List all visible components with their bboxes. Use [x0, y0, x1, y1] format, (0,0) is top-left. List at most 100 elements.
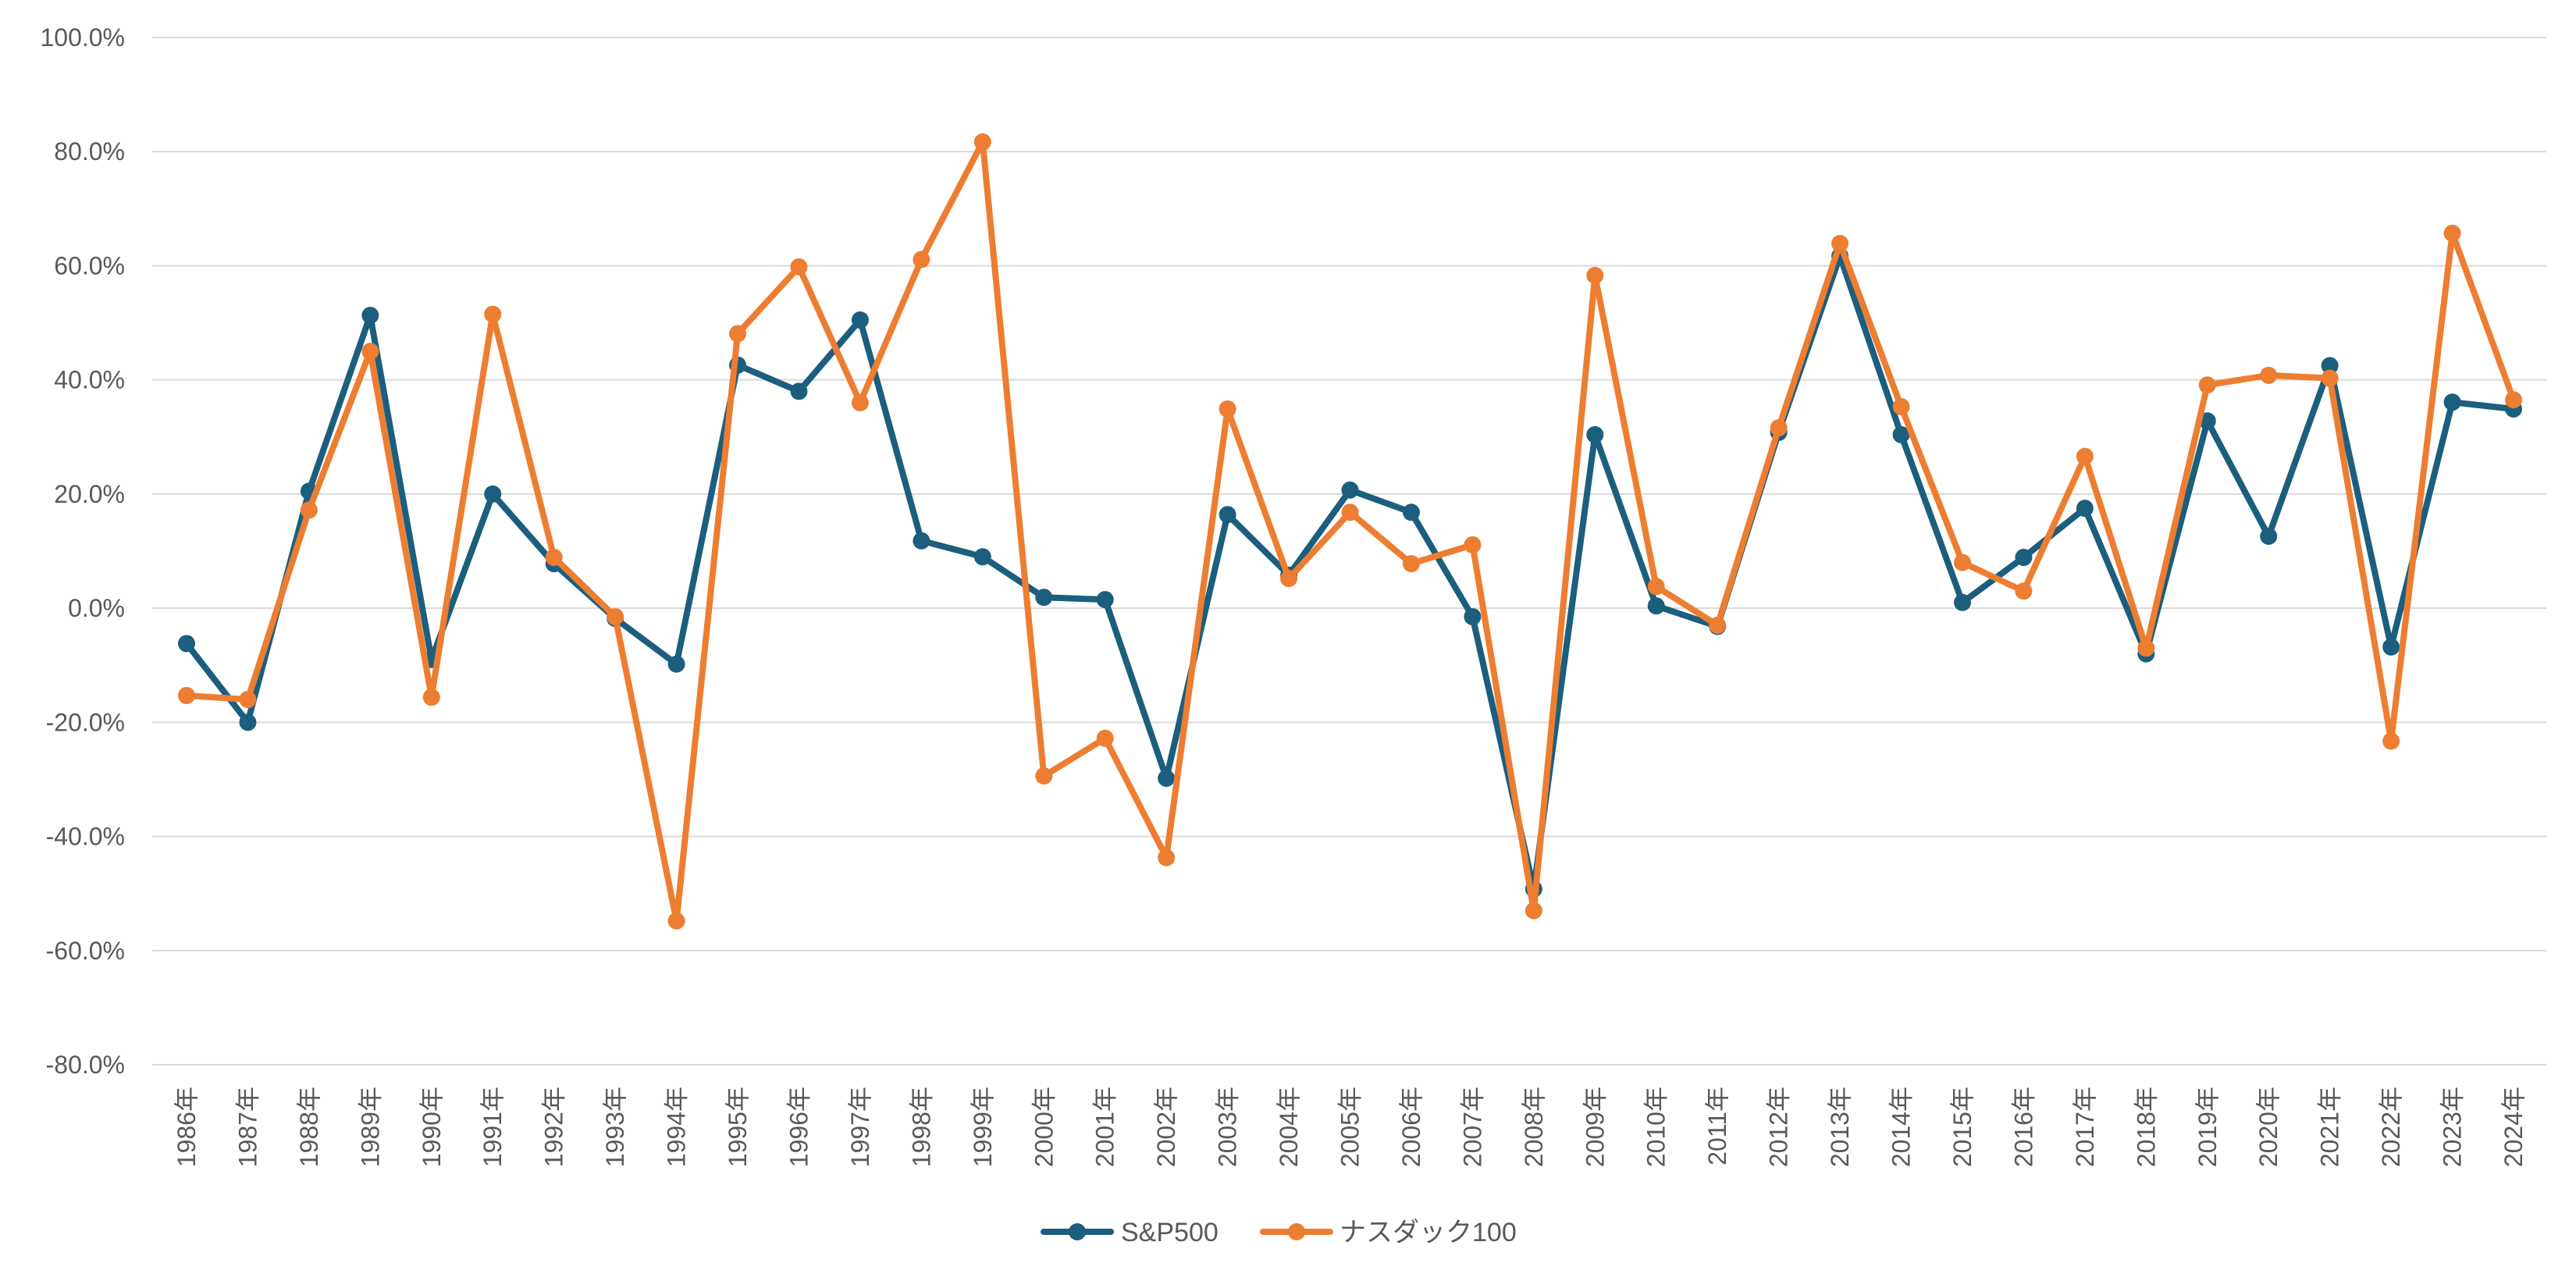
- data-point: [1831, 234, 1849, 252]
- gridlines: [152, 37, 2546, 1066]
- legend-item: ナスダック100: [1260, 1218, 1517, 1247]
- y-tick-label: -80.0%: [46, 1051, 125, 1079]
- data-point: [178, 686, 195, 704]
- x-tick-label: 2009年: [1581, 1087, 1609, 1167]
- x-axis-tick-labels: 1986年 1987年 1988年 1989年 1990年 1991年 1992年 1993年…: [173, 1087, 2528, 1167]
- data-point: [1525, 902, 1542, 920]
- data-point: [2382, 732, 2400, 750]
- data-point: [607, 608, 624, 626]
- data-point: [2443, 224, 2461, 242]
- legend: S&P500 ナスダック100: [1041, 1218, 1517, 1247]
- x-tick-label: 2019年: [2194, 1087, 2222, 1167]
- data-point: [1402, 503, 1420, 521]
- data-point: [1219, 506, 1236, 524]
- x-tick-label: 2003年: [1214, 1087, 1242, 1167]
- data-point: [1219, 400, 1236, 418]
- y-axis-tick-labels: -80.0% -60.0% -40.0% -20.0% 0.0% 20.0% 40.0% 60…: [40, 23, 125, 1079]
- x-tick-label: 2024年: [2500, 1087, 2528, 1167]
- x-tick-label: 1992年: [540, 1087, 568, 1167]
- data-point: [851, 311, 869, 329]
- data-point: [1709, 617, 1727, 635]
- data-point: [913, 251, 930, 269]
- data-point: [973, 133, 991, 151]
- x-tick-label: 2017年: [2071, 1087, 2099, 1167]
- y-tick-label: 0.0%: [68, 594, 125, 622]
- y-tick-label: -40.0%: [46, 823, 125, 851]
- data-point: [1158, 769, 1176, 787]
- x-tick-label: 2002年: [1152, 1087, 1180, 1167]
- data-point: [2076, 500, 2094, 518]
- data-point: [2505, 391, 2522, 409]
- x-tick-label: 2005年: [1336, 1087, 1364, 1167]
- data-point: [913, 532, 930, 550]
- series-line: [183, 138, 2517, 924]
- data-point: [1464, 535, 1482, 553]
- x-tick-label: 2007年: [1458, 1087, 1486, 1167]
- data-point: [1953, 593, 1971, 611]
- data-point: [1464, 608, 1482, 626]
- data-point: [1341, 503, 1359, 521]
- data-point: [1892, 398, 1910, 416]
- data-point: [300, 501, 318, 519]
- data-point: [2382, 638, 2400, 656]
- data-point: [178, 635, 195, 653]
- data-point: [484, 485, 502, 503]
- data-point: [790, 382, 808, 400]
- x-tick-label: 2011年: [1703, 1087, 1731, 1165]
- x-tick-label: 2006年: [1397, 1087, 1425, 1167]
- x-tick-label: 2016年: [2009, 1087, 2037, 1167]
- data-point: [1280, 570, 1298, 588]
- data-point: [790, 258, 808, 276]
- data-point: [1586, 425, 1604, 443]
- y-tick-label: 40.0%: [54, 366, 125, 394]
- series-nasdaq100: [178, 133, 2522, 930]
- x-tick-label: 1998年: [907, 1087, 935, 1167]
- y-tick-label: 100.0%: [40, 23, 125, 52]
- series-lines: [178, 133, 2522, 930]
- legend-item: S&P500: [1041, 1218, 1219, 1247]
- x-tick-label: 2021年: [2316, 1087, 2344, 1167]
- data-point: [2015, 582, 2033, 600]
- x-tick-label: 2023年: [2439, 1087, 2467, 1167]
- data-point: [2321, 357, 2339, 375]
- x-tick-label: 1997年: [846, 1087, 874, 1167]
- x-tick-label: 1986年: [173, 1087, 201, 1167]
- x-tick-label: 2012年: [1765, 1087, 1793, 1167]
- data-point: [729, 325, 747, 343]
- x-tick-label: 1993年: [601, 1087, 629, 1167]
- legend-swatch-marker: [1069, 1223, 1086, 1240]
- data-point: [484, 305, 502, 323]
- x-tick-label: 2022年: [2377, 1087, 2405, 1167]
- data-point: [2015, 549, 2033, 567]
- x-tick-label: 2013年: [1826, 1087, 1854, 1167]
- data-point: [1096, 591, 1114, 609]
- data-point: [1586, 266, 1604, 284]
- series-sp500: [178, 247, 2522, 898]
- data-point: [2137, 639, 2155, 657]
- data-point: [239, 713, 257, 731]
- x-tick-label: 1991年: [479, 1087, 507, 1167]
- data-point: [361, 307, 379, 325]
- x-tick-label: 2008年: [1520, 1087, 1548, 1167]
- x-tick-label: 2018年: [2132, 1087, 2160, 1167]
- data-point: [1035, 767, 1053, 785]
- x-tick-label: 2014年: [1888, 1087, 1916, 1167]
- data-point: [1770, 419, 1788, 437]
- x-tick-label: 1989年: [356, 1087, 384, 1167]
- x-tick-label: 1999年: [969, 1087, 997, 1167]
- data-point: [2321, 369, 2339, 387]
- data-point: [1647, 597, 1665, 615]
- data-point: [1647, 578, 1665, 596]
- x-tick-label: 2001年: [1091, 1087, 1119, 1167]
- x-tick-label: 1995年: [724, 1087, 752, 1167]
- data-point: [851, 393, 869, 411]
- y-tick-label: -60.0%: [46, 937, 125, 965]
- legend-label: S&P500: [1121, 1218, 1219, 1247]
- y-tick-label: 80.0%: [54, 137, 125, 165]
- x-tick-label: 2000年: [1030, 1087, 1058, 1167]
- x-tick-label: 2004年: [1275, 1087, 1303, 1167]
- data-point: [667, 655, 685, 673]
- x-tick-label: 1988年: [295, 1087, 323, 1167]
- x-tick-label: 2015年: [1948, 1087, 1976, 1167]
